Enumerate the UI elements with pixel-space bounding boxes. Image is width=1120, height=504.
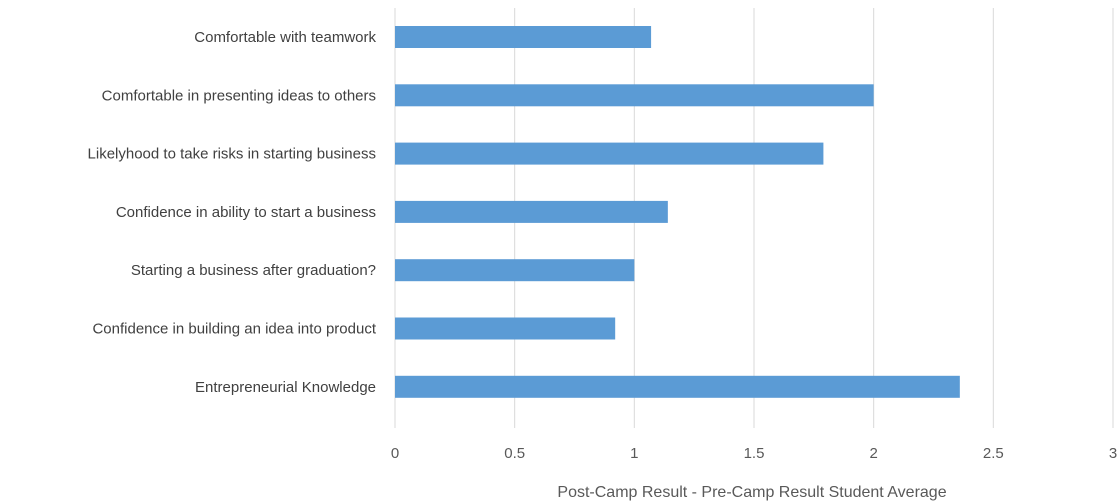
- category-label: Comfortable in presenting ideas to other…: [102, 87, 376, 104]
- bar: [395, 259, 635, 282]
- bar: [395, 375, 960, 398]
- bar: [395, 26, 652, 48]
- x-axis-title: Post-Camp Result - Pre-Camp Result Stude…: [557, 484, 946, 501]
- category-label: Confidence in ability to start a busines…: [116, 204, 376, 221]
- x-tick-label: 1: [630, 445, 638, 462]
- category-label: Likelyhood to take risks in starting bus…: [88, 146, 376, 163]
- bar: [395, 84, 874, 107]
- x-tick-label: 0: [391, 445, 399, 462]
- category-label: Confidence in building an idea into prod…: [92, 321, 376, 338]
- x-tick-label: 1.5: [744, 445, 765, 462]
- bar: [395, 142, 824, 165]
- x-tick-label: 2: [869, 445, 877, 462]
- x-tick-label: 0.5: [504, 445, 525, 462]
- x-tick-label: 3: [1109, 445, 1117, 462]
- category-label: Starting a business after graduation?: [131, 262, 376, 279]
- bar: [395, 200, 668, 223]
- bar: [395, 317, 616, 340]
- category-label: Entrepreneurial Knowledge: [195, 379, 376, 396]
- bars: [395, 26, 960, 398]
- x-tick-label: 2.5: [983, 445, 1004, 462]
- category-label: Comfortable with teamwork: [194, 29, 376, 46]
- category-labels: Comfortable with teamwork Comfortable in …: [88, 29, 377, 396]
- x-tick-labels: 0 0.5 1 1.5 2 2.5 3: [391, 445, 1117, 462]
